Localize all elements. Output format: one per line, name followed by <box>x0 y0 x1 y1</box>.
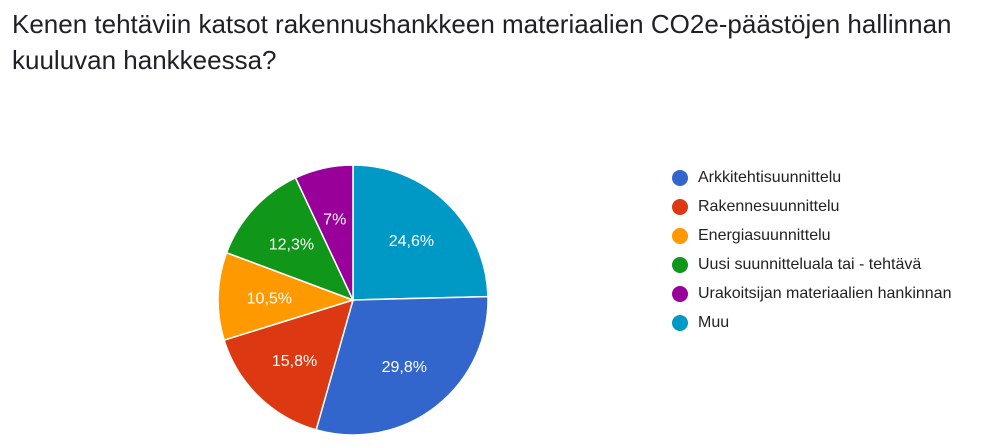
pie-slice[interactable] <box>217 251 356 342</box>
slice-value-label: 29,8% <box>382 359 427 376</box>
pie-slice[interactable] <box>225 176 355 302</box>
legend-label: Energiasuunnittelu <box>698 226 831 244</box>
legend-item[interactable]: Uusi suunnitteluala tai - tehtävä <box>672 250 951 279</box>
pie-slice[interactable] <box>315 295 489 436</box>
legend-item[interactable]: Urakoitsijan materiaalien hankinnan <box>672 279 951 308</box>
chart-legend: Arkkitehtisuunnittelu Rakennesuunnittelu E… <box>672 163 951 337</box>
pie-slice[interactable] <box>294 164 354 301</box>
legend-item[interactable]: Arkkitehtisuunnittelu <box>672 163 951 192</box>
legend-swatch-icon <box>672 314 688 331</box>
legend-item[interactable]: Energiasuunnittelu <box>672 221 951 250</box>
pie-slice[interactable] <box>223 298 355 431</box>
legend-item[interactable]: Muu <box>672 308 951 337</box>
legend-swatch-icon <box>672 256 688 273</box>
slice-value-label: 7% <box>323 211 346 228</box>
legend-label: Urakoitsijan materiaalien hankinnan <box>698 284 952 302</box>
legend-label: Muu <box>698 313 730 331</box>
legend-swatch-icon <box>672 169 688 186</box>
legend-swatch-icon <box>672 285 688 302</box>
legend-label: Arkkitehtisuunnittelu <box>698 168 842 186</box>
legend-item[interactable]: Rakennesuunnittelu <box>672 192 951 221</box>
legend-label: Rakennesuunnittelu <box>698 197 840 215</box>
slice-value-label: 12,3% <box>269 236 314 253</box>
chart-title: Kenen tehtäviin katsot rakennushankkeen … <box>12 9 952 75</box>
legend-swatch-icon <box>672 198 688 215</box>
slice-value-label: 10,5% <box>247 291 292 308</box>
slice-value-label: 24,6% <box>389 233 434 250</box>
slice-value-label: 15,8% <box>272 353 317 370</box>
legend-label: Uusi suunnitteluala tai - tehtävä <box>698 255 922 273</box>
pie-slice[interactable] <box>352 164 489 301</box>
legend-swatch-icon <box>672 227 688 244</box>
